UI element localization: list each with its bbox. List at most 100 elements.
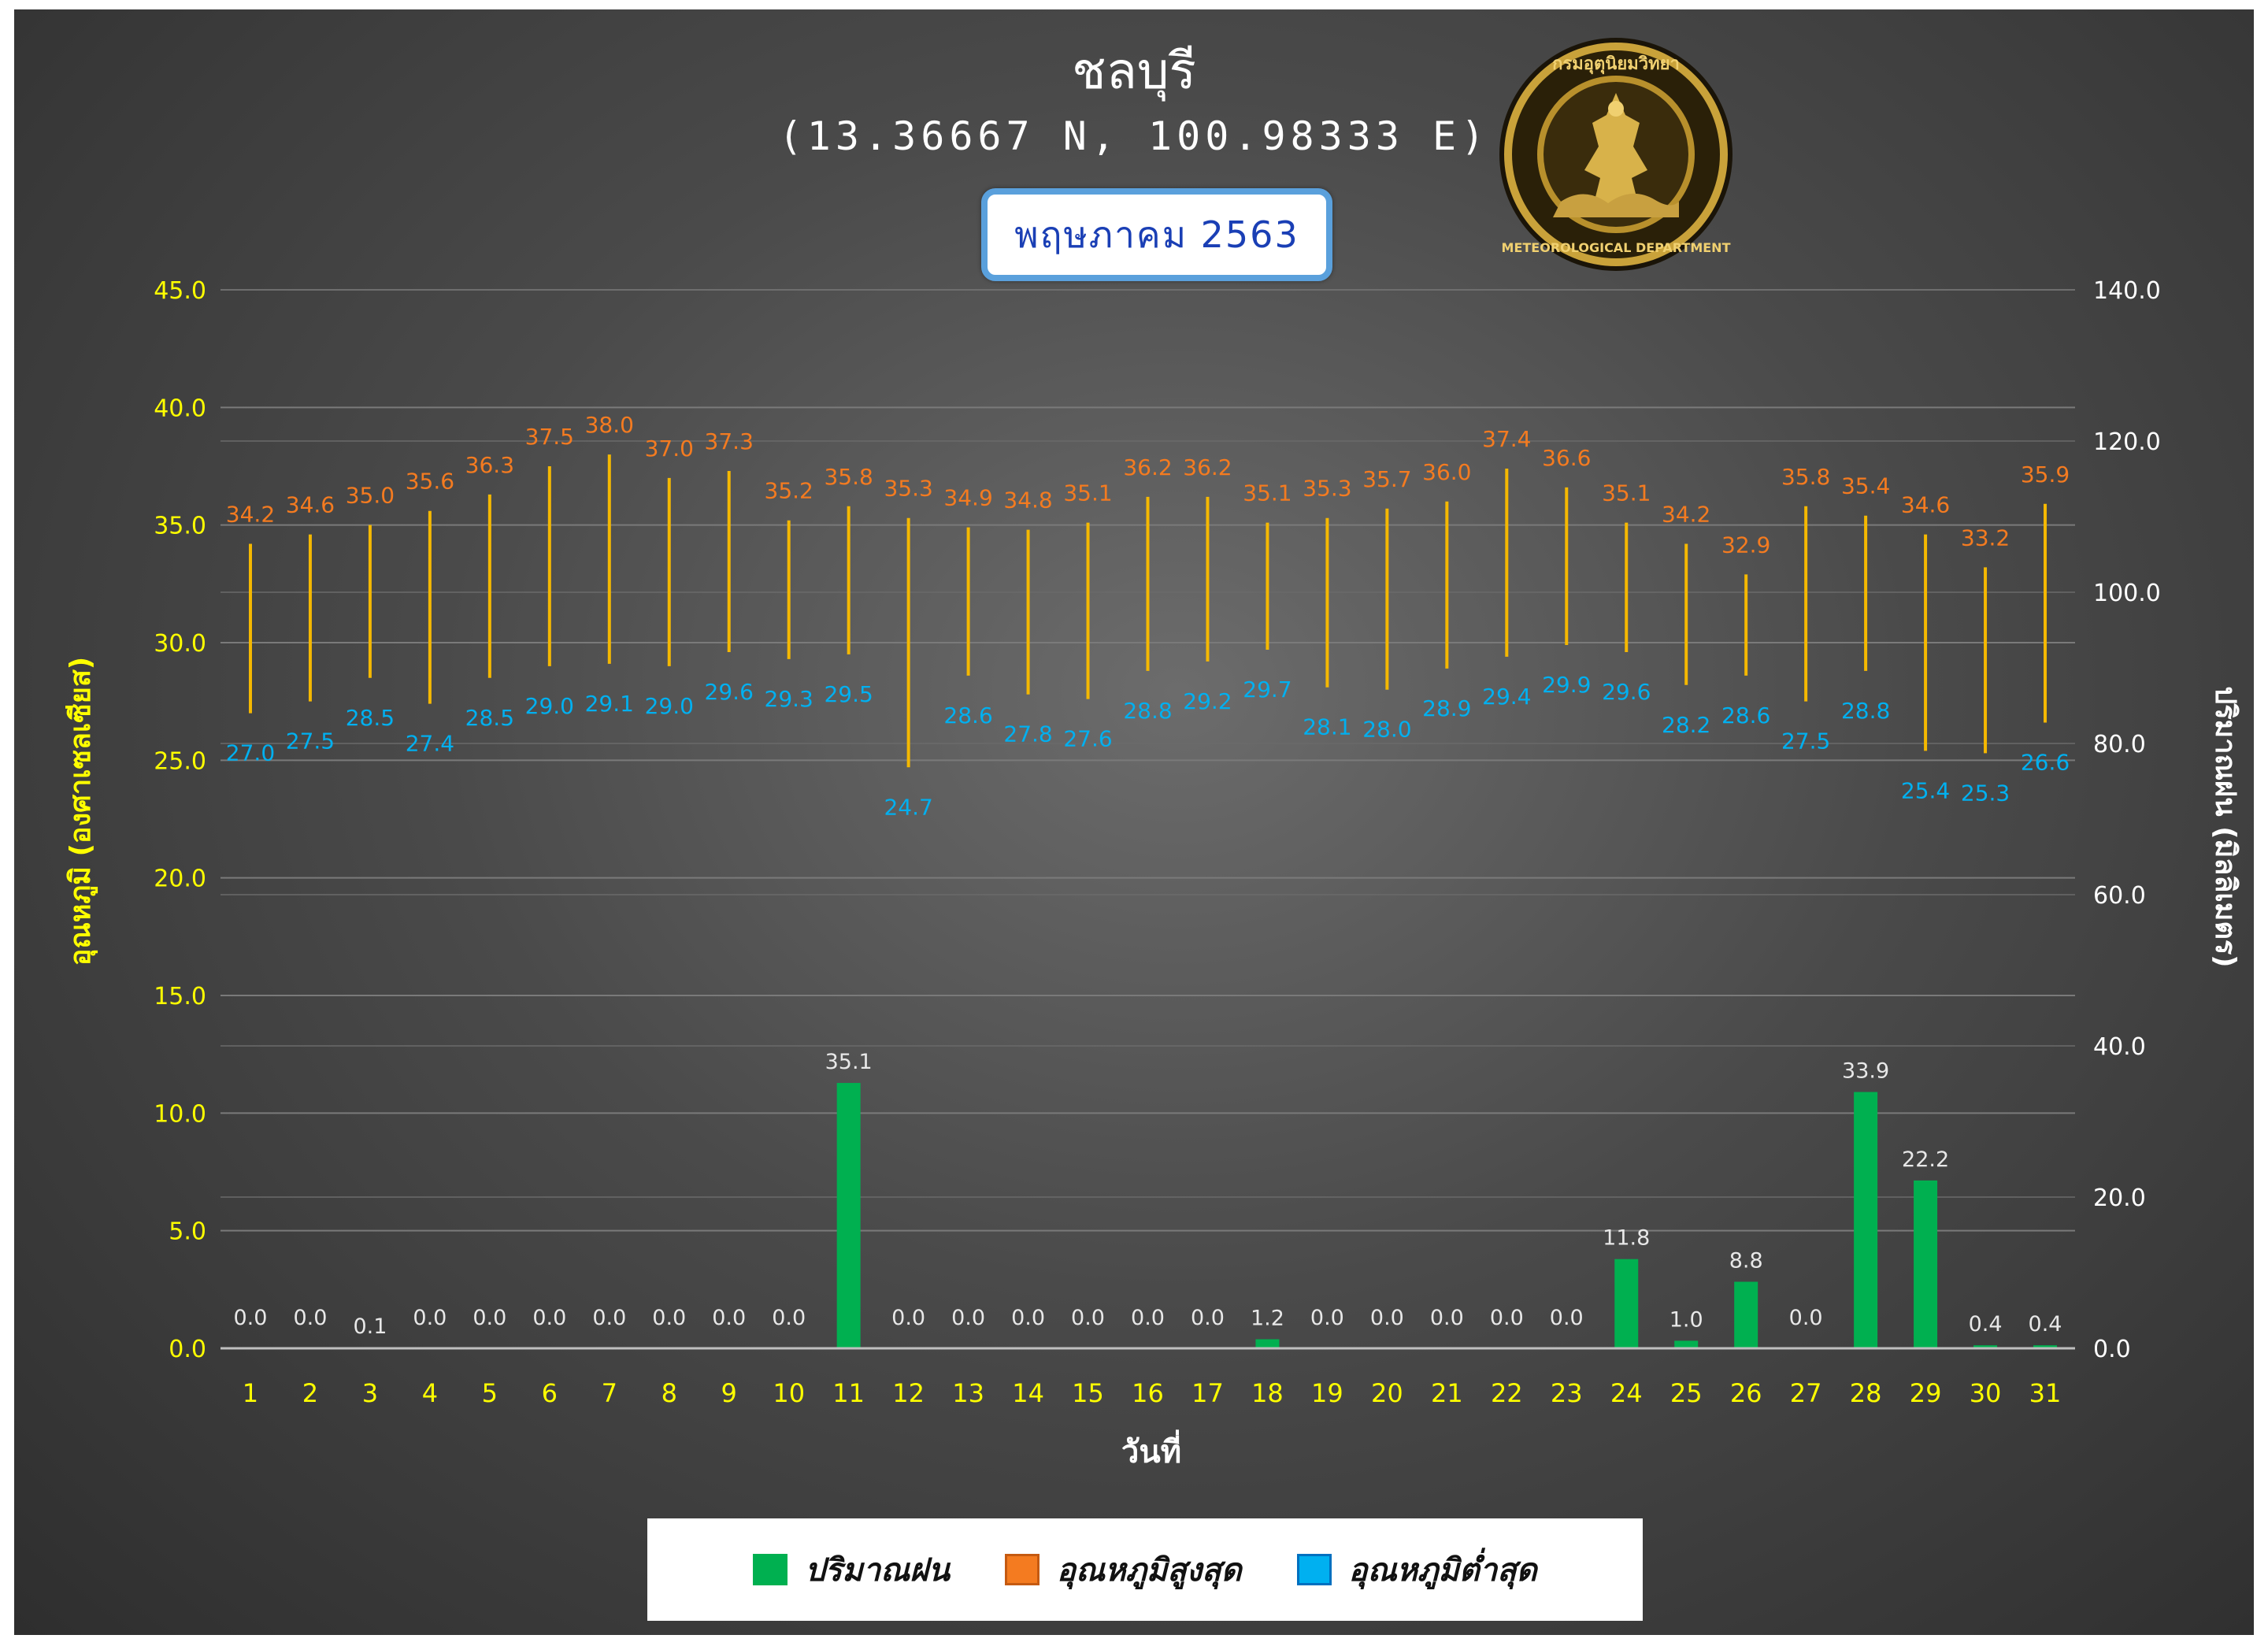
x-tick-label: 2 — [302, 1378, 318, 1408]
x-tick-label: 20 — [1371, 1378, 1403, 1408]
max-temp-label: 34.6 — [1901, 492, 1950, 518]
rain-value-label: 0.0 — [1370, 1306, 1404, 1330]
max-temp-label: 34.2 — [226, 502, 275, 528]
min-temp-label: 28.6 — [1721, 703, 1770, 728]
max-temp-label: 36.3 — [465, 452, 514, 478]
x-tick-label: 15 — [1072, 1378, 1104, 1408]
max-temp-label: 35.9 — [2021, 462, 2070, 487]
rain-bar — [1734, 1281, 1758, 1348]
max-temp-label: 34.9 — [943, 485, 992, 511]
min-temp-label: 29.7 — [1243, 677, 1292, 703]
legend-label-min: อุณหภูมิต่ำสุด — [1348, 1551, 1537, 1589]
min-temp-label: 28.9 — [1422, 695, 1471, 721]
left-axis-title: อุณหภูมิ (องศาเซลเซียส) — [65, 657, 98, 966]
x-tick-label: 18 — [1251, 1378, 1284, 1408]
max-temp-label: 34.2 — [1662, 502, 1710, 528]
month-badge: พฤษภาคม 2563 — [981, 188, 1332, 281]
max-temp-label: 37.4 — [1482, 426, 1531, 452]
min-temp-label: 29.2 — [1183, 688, 1232, 714]
max-temp-label: 35.8 — [824, 464, 873, 490]
x-tick-label: 9 — [721, 1378, 737, 1408]
min-temp-label: 29.6 — [705, 679, 754, 705]
rain-value-label: 0.0 — [234, 1306, 268, 1330]
x-tick-label: 3 — [362, 1378, 378, 1408]
legend-label-rain: ปริมาณฝน — [805, 1551, 950, 1589]
max-temp-label: 33.2 — [1961, 525, 2010, 551]
x-tick-label: 22 — [1491, 1378, 1523, 1408]
min-temp-label: 27.8 — [1003, 721, 1052, 747]
max-temp-label: 35.1 — [1243, 480, 1292, 506]
x-tick-label: 28 — [1850, 1378, 1882, 1408]
rain-bar — [1255, 1339, 1280, 1348]
left-tick-label: 0.0 — [169, 1336, 206, 1363]
rain-value-label: 0.0 — [1071, 1306, 1105, 1330]
right-tick-label: 80.0 — [2093, 731, 2146, 758]
rain-value-label: 0.0 — [772, 1306, 806, 1330]
legend: ปริมาณฝน อุณหภูมิสูงสุด อุณหภูมิต่ำสุด — [647, 1518, 1643, 1621]
x-tick-label: 29 — [1910, 1378, 1942, 1408]
legend-item-rain: ปริมาณฝน — [753, 1544, 950, 1595]
rain-bar — [1973, 1345, 1998, 1348]
x-tick-label: 13 — [952, 1378, 984, 1408]
x-tick-label: 1 — [243, 1378, 258, 1408]
right-tick-label: 120.0 — [2093, 428, 2161, 456]
rain-value-label: 0.0 — [1789, 1306, 1823, 1330]
rain-value-label: 0.0 — [1550, 1306, 1584, 1330]
min-temp-label: 26.6 — [2021, 750, 2070, 776]
rain-bar — [1674, 1340, 1699, 1348]
min-temp-label: 27.0 — [226, 740, 275, 766]
rain-value-label: 0.0 — [1430, 1306, 1464, 1330]
x-tick-label: 27 — [1790, 1378, 1822, 1408]
min-temp-label: 28.5 — [465, 705, 514, 731]
legend-item-min: อุณหภูมิต่ำสุด — [1296, 1544, 1537, 1595]
max-temp-label: 35.2 — [765, 478, 813, 504]
max-temp-label: 37.5 — [525, 424, 574, 450]
max-temp-label: 34.6 — [286, 492, 335, 518]
rain-value-label: 0.0 — [712, 1306, 746, 1330]
data-labels: 0.0 34.2 27.0 0.0 34.6 27.5 0.1 35.0 28.5 0.0 35.6… — [226, 412, 2070, 1339]
rain-bars — [358, 1083, 2058, 1348]
max-temp-label: 35.3 — [1303, 476, 1351, 502]
max-temp-label: 38.0 — [585, 412, 634, 438]
rain-value-label: 35.1 — [825, 1050, 873, 1074]
station-title: ชลบุรี — [1072, 43, 1196, 102]
rain-value-label: 0.0 — [293, 1306, 327, 1330]
left-tick-label: 5.0 — [169, 1218, 206, 1246]
rain-value-label: 11.8 — [1603, 1226, 1650, 1251]
rain-value-label: 0.4 — [1969, 1312, 2003, 1336]
x-tick-label: 30 — [1970, 1378, 2002, 1408]
x-tick-label: 5 — [482, 1378, 498, 1408]
x-tick-label: 12 — [892, 1378, 925, 1408]
temperature-range-lines — [248, 454, 2048, 768]
x-tick-label: 26 — [1730, 1378, 1762, 1408]
max-temp-label: 36.2 — [1183, 454, 1232, 480]
min-temp-label: 29.6 — [1602, 679, 1651, 705]
min-temp-label: 25.4 — [1901, 777, 1950, 803]
min-temp-label: 29.3 — [765, 686, 813, 712]
max-temp-label: 35.4 — [1841, 473, 1890, 499]
rain-bar — [1914, 1180, 1938, 1348]
x-tick-label: 8 — [662, 1378, 677, 1408]
left-tick-label: 20.0 — [154, 866, 206, 893]
rain-value-label: 0.0 — [1131, 1306, 1165, 1330]
coordinates-subtitle: (13.36667 N, 100.98333 E) — [779, 113, 1490, 159]
min-temp-label: 29.9 — [1542, 672, 1591, 698]
x-tick-label: 16 — [1132, 1378, 1164, 1408]
x-tick-label: 25 — [1670, 1378, 1703, 1408]
min-temp-label: 27.5 — [1781, 728, 1830, 754]
rain-value-label: 0.0 — [951, 1306, 985, 1330]
rain-value-label: 0.0 — [1310, 1306, 1344, 1330]
max-temp-label: 37.0 — [645, 436, 694, 462]
min-temp-label: 29.1 — [585, 691, 634, 717]
min-temp-label: 28.1 — [1303, 714, 1351, 740]
rain-value-label: 0.0 — [891, 1306, 925, 1330]
rain-bar — [2033, 1345, 2058, 1348]
right-tick-label: 60.0 — [2093, 882, 2146, 910]
max-temp-label: 35.8 — [1781, 464, 1830, 490]
rain-bar — [1614, 1259, 1639, 1348]
max-temp-label: 36.2 — [1123, 454, 1172, 480]
left-tick-label: 10.0 — [154, 1100, 206, 1128]
min-temp-label: 29.4 — [1482, 684, 1531, 710]
x-axis-ticks: 1 2 3 4 5 6 7 8 9 10 11 12 13 14 15 16 17 18 19 20 21 22 23 24 2… — [243, 1378, 2062, 1408]
x-tick-label: 11 — [832, 1378, 865, 1408]
